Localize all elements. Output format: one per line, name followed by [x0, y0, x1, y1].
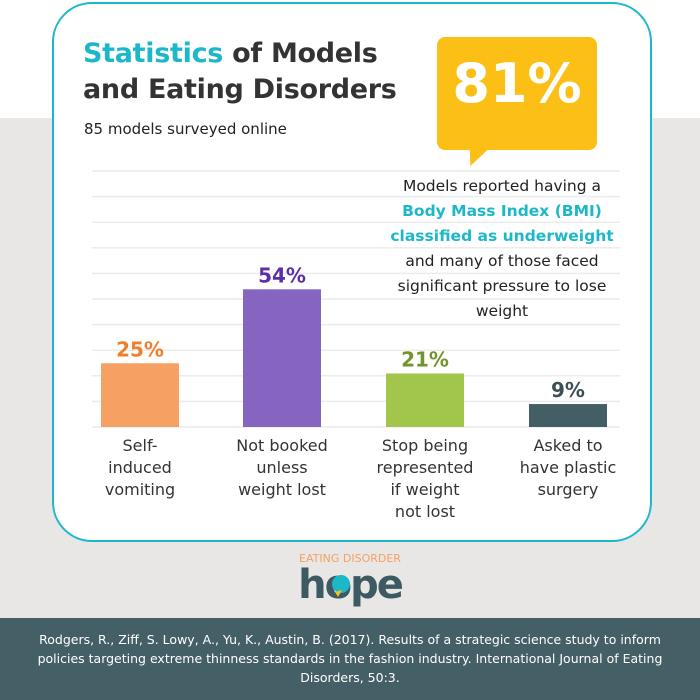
note-text-after: and many of those faced significant pres… [397, 252, 607, 320]
eating-disorder-hope-logo: EATING DISORDER hope [298, 552, 405, 608]
data-label: 21% [401, 347, 449, 371]
data-label: 25% [116, 337, 164, 361]
logo-word: hope [298, 562, 403, 608]
category-label-line: if weight [390, 480, 460, 499]
category-label-line: not lost [394, 502, 456, 521]
category-label-line: Not booked [236, 436, 328, 455]
bar [101, 363, 179, 427]
category-label: Asked to have plastic surgery [498, 435, 638, 501]
callout-note: Models reported having a Body Mass Index… [362, 174, 642, 324]
title-line2: and Eating Disorders [83, 74, 397, 105]
category-label-line: have plastic [519, 458, 617, 477]
category-label-line: induced [108, 458, 172, 477]
category-label-line: surgery [537, 480, 599, 499]
bar [243, 289, 321, 427]
note-highlight-1: Body Mass Index (BMI) [402, 202, 602, 220]
category-label-line: represented [376, 458, 474, 477]
bird-icon [332, 575, 350, 593]
subtitle: 85 models surveyed online [84, 120, 287, 138]
note-text-before: Models reported having a [402, 177, 602, 195]
category-label-line: unless [256, 458, 308, 477]
logo-top-text: EATING DISORDER [299, 552, 401, 565]
callout-value: 81% [452, 52, 582, 115]
page-title: Statistics of Models and Eating Disorder… [83, 36, 397, 108]
bar [529, 404, 607, 427]
category-label: Self-induced vomiting [70, 435, 210, 501]
bar [386, 373, 464, 427]
category-label: Stop being represented if weight not lost [355, 435, 495, 523]
category-label-line: vomiting [104, 480, 176, 499]
title-rest: of Models [223, 38, 378, 69]
note-highlight-2: classified as underweight [390, 227, 614, 245]
data-label: 9% [551, 378, 585, 402]
category-label-line: weight lost [238, 480, 326, 499]
bird-wing-icon [335, 590, 342, 597]
category-label-line: Asked to [533, 436, 603, 455]
callout-bubble [437, 37, 597, 150]
category-label: Not booked unless weight lost [212, 435, 352, 501]
data-label: 54% [258, 263, 306, 287]
title-highlight: Statistics [83, 38, 224, 69]
category-label-line: Self- [122, 436, 158, 455]
category-label-line: Stop being [381, 436, 469, 455]
citation-footer: Rodgers, R., Ziff, S. Lowy, A., Yu, K., … [0, 618, 700, 700]
